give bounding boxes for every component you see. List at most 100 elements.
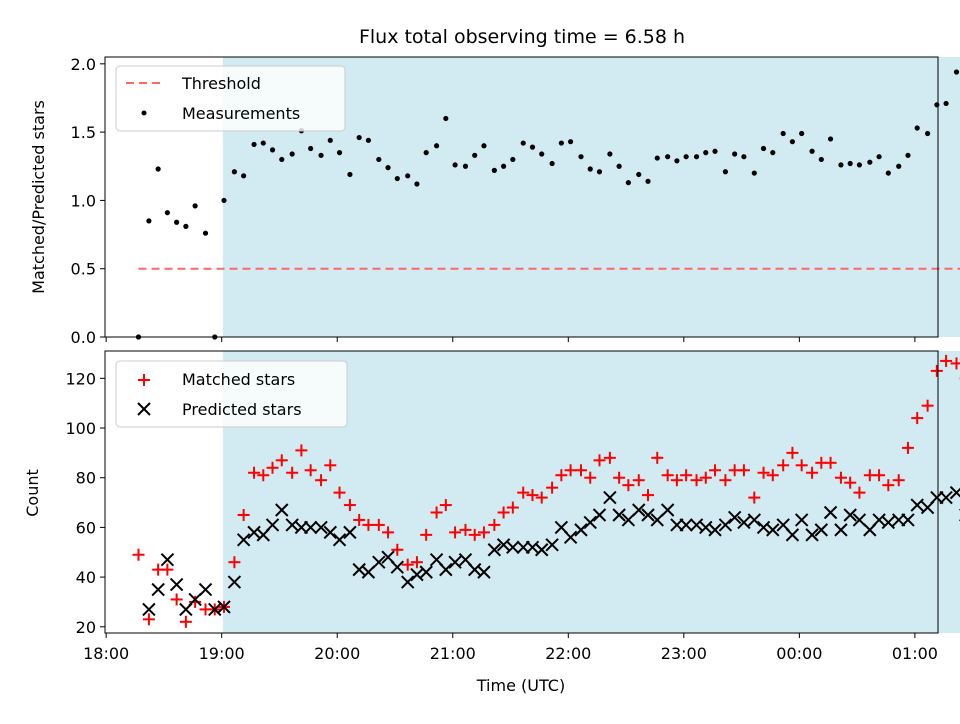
measurement-point bbox=[588, 166, 593, 171]
top-y-tick-label: 2.0 bbox=[71, 55, 96, 74]
legend-threshold-label: Threshold bbox=[181, 74, 261, 93]
measurement-point bbox=[183, 224, 188, 229]
measurement-point bbox=[510, 157, 515, 162]
measurement-point bbox=[943, 101, 948, 106]
measurement-point bbox=[752, 170, 757, 175]
measurement-point bbox=[934, 102, 939, 107]
bottom-x-tick-label: 01:00 bbox=[892, 644, 938, 663]
measurement-point bbox=[347, 172, 352, 177]
measurement-point bbox=[232, 169, 237, 174]
measurement-point bbox=[308, 146, 313, 151]
measurement-point bbox=[156, 166, 161, 171]
bottom-y-tick-label: 100 bbox=[65, 419, 96, 438]
measurement-point bbox=[867, 160, 872, 165]
measurement-point bbox=[954, 69, 959, 74]
measurement-point bbox=[848, 161, 853, 166]
measurement-point bbox=[712, 149, 717, 154]
measurement-point bbox=[665, 154, 670, 159]
measurement-point bbox=[251, 142, 256, 147]
legend-measurements-swatch bbox=[142, 111, 147, 116]
measurement-point bbox=[221, 198, 226, 203]
measurement-point bbox=[799, 131, 804, 136]
measurement-point bbox=[568, 139, 573, 144]
measurement-point bbox=[290, 151, 295, 156]
top-legend: Threshold Measurements bbox=[116, 66, 345, 131]
measurement-point bbox=[434, 143, 439, 148]
measurement-point bbox=[241, 173, 246, 178]
measurement-point bbox=[617, 164, 622, 169]
measurement-point bbox=[203, 231, 208, 236]
measurement-point bbox=[501, 164, 506, 169]
chart-title: Flux total observing time = 6.58 h bbox=[359, 26, 685, 48]
measurement-point bbox=[674, 158, 679, 163]
bottom-y-axis-label: Count bbox=[23, 469, 42, 517]
bottom-x-tick-label: 00:00 bbox=[776, 644, 822, 663]
measurement-point bbox=[376, 157, 381, 162]
measurement-point bbox=[481, 143, 486, 148]
measurement-point bbox=[530, 145, 535, 150]
measurement-point bbox=[472, 153, 477, 158]
measurement-point bbox=[385, 165, 390, 170]
measurement-point bbox=[896, 164, 901, 169]
measurement-point bbox=[876, 154, 881, 159]
measurement-point bbox=[193, 203, 198, 208]
measurement-point bbox=[819, 157, 824, 162]
measurement-point bbox=[414, 181, 419, 186]
legend-matched-label: Matched stars bbox=[182, 370, 295, 389]
measurement-point bbox=[357, 135, 362, 140]
measurement-point bbox=[521, 140, 526, 145]
top-y-tick-label: 1.5 bbox=[71, 123, 96, 142]
measurement-point bbox=[607, 151, 612, 156]
top-y-axis-label: Matched/Predicted stars bbox=[29, 100, 48, 294]
measurement-point bbox=[492, 168, 497, 173]
bottom-x-tick-label: 19:00 bbox=[199, 644, 245, 663]
bottom-x-tick-label: 22:00 bbox=[545, 644, 591, 663]
measurement-point bbox=[703, 150, 708, 155]
legend-predicted-label: Predicted stars bbox=[182, 400, 302, 419]
measurement-point bbox=[279, 157, 284, 162]
measurement-point bbox=[452, 162, 457, 167]
measurement-point bbox=[723, 169, 728, 174]
measurement-point bbox=[828, 136, 833, 141]
measurement-point bbox=[684, 154, 689, 159]
bottom-x-tick-label: 18:00 bbox=[83, 644, 129, 663]
measurement-point bbox=[337, 150, 342, 155]
bottom-y-tick-label: 40 bbox=[76, 568, 96, 587]
bottom-y-tick-label: 120 bbox=[65, 369, 96, 388]
measurement-point bbox=[761, 146, 766, 151]
measurement-point bbox=[550, 161, 555, 166]
measurement-point bbox=[146, 218, 151, 223]
measurement-point bbox=[174, 220, 179, 225]
measurement-point bbox=[694, 154, 699, 159]
measurement-point bbox=[405, 173, 410, 178]
measurement-point bbox=[915, 125, 920, 130]
bottom-y-tick-label: 80 bbox=[76, 469, 96, 488]
measurement-point bbox=[781, 131, 786, 136]
measurement-point bbox=[636, 172, 641, 177]
measurement-point bbox=[857, 162, 862, 167]
measurement-point bbox=[809, 149, 814, 154]
measurement-point bbox=[578, 154, 583, 159]
measurement-point bbox=[395, 176, 400, 181]
bottom-y-tick-label: 20 bbox=[76, 618, 96, 637]
bottom-x-tick-label: 21:00 bbox=[430, 644, 476, 663]
measurement-point bbox=[366, 138, 371, 143]
measurement-point bbox=[741, 154, 746, 159]
measurement-point bbox=[318, 153, 323, 158]
measurement-point bbox=[838, 162, 843, 167]
measurement-point bbox=[886, 170, 891, 175]
top-y-tick-label: 0.0 bbox=[71, 328, 96, 347]
measurement-point bbox=[597, 169, 602, 174]
measurement-point bbox=[905, 153, 910, 158]
x-axis-label: Time (UTC) bbox=[476, 676, 565, 695]
bottom-x-tick-label: 20:00 bbox=[314, 644, 360, 663]
measurement-point bbox=[443, 116, 448, 121]
bottom-legend: Matched stars Predicted stars bbox=[116, 361, 347, 427]
measurement-point bbox=[463, 164, 468, 169]
bottom-x-tick-label: 23:00 bbox=[661, 644, 707, 663]
measurement-point bbox=[165, 210, 170, 215]
top-y-tick-label: 0.5 bbox=[71, 260, 96, 279]
measurement-point bbox=[559, 140, 564, 145]
measurement-point bbox=[270, 147, 275, 152]
